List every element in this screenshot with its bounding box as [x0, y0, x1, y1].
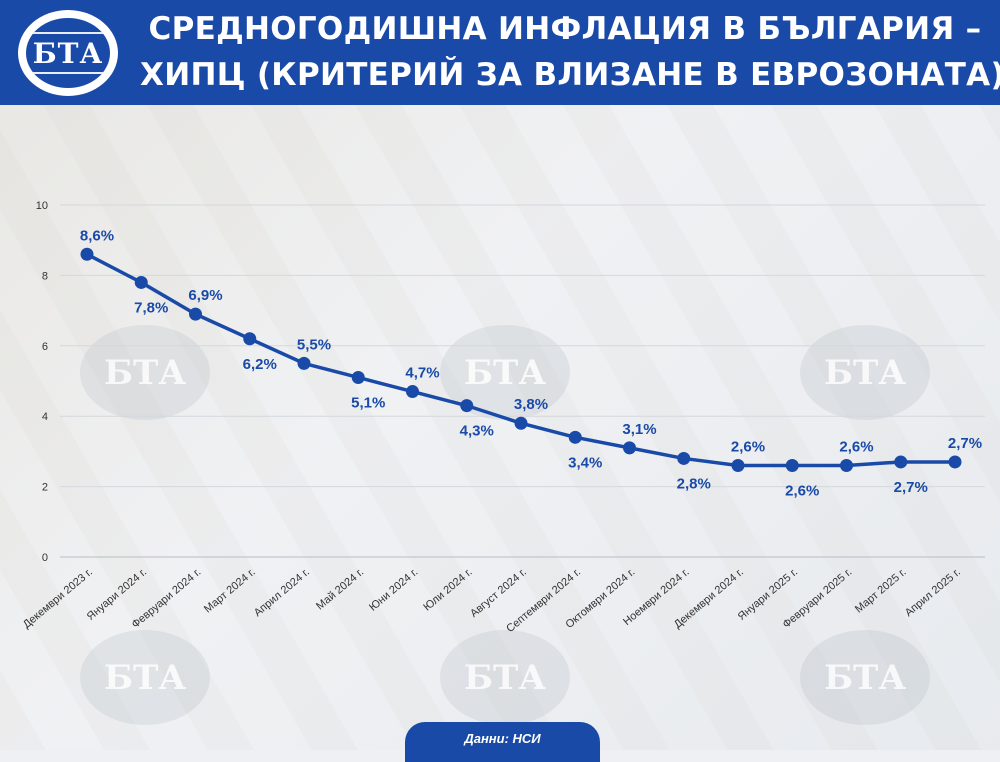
data-point	[948, 455, 962, 469]
watermark-logo: БТА	[440, 630, 570, 725]
y-tick-label: 0	[42, 552, 48, 564]
source-label: Данни: НСИ	[405, 722, 600, 762]
title-line-2: ХИПЦ (КРИТЕРИЙ ЗА ВЛИЗАНЕ В ЕВРОЗОНАТА)	[140, 57, 1000, 93]
data-label: 2,8%	[677, 475, 711, 492]
data-label: 7,8%	[134, 299, 168, 316]
data-label: 2,6%	[785, 482, 819, 499]
y-tick-label: 10	[36, 200, 48, 212]
title-line-1: СРЕДНОГОДИШНА ИНФЛАЦИЯ В БЪЛГАРИЯ –	[148, 11, 982, 47]
x-tick-label: Юни 2024 г.	[367, 566, 420, 614]
watermark-logo: БТА	[80, 630, 210, 725]
background	[0, 105, 1000, 750]
data-point	[568, 430, 582, 444]
data-label: 5,5%	[297, 336, 331, 353]
watermark-logo: БТА	[800, 630, 930, 725]
x-tick-label: Март 2024 г.	[202, 566, 258, 615]
page-title: СРЕДНОГОДИШНА ИНФЛАЦИЯ В БЪЛГАРИЯ – ХИПЦ…	[140, 6, 1000, 98]
data-label: 8,6%	[80, 227, 114, 244]
data-label: 2,6%	[731, 438, 765, 455]
y-tick-label: 8	[42, 270, 48, 282]
x-tick-label: Април 2025 г.	[903, 566, 963, 619]
data-label: 3,1%	[622, 421, 656, 438]
data-label: 6,2%	[243, 356, 277, 373]
data-point	[623, 441, 636, 455]
data-label: 2,7%	[894, 479, 928, 496]
header-banner: БТА СРЕДНОГОДИШНА ИНФЛАЦИЯ В БЪЛГАРИЯ – …	[0, 0, 1000, 105]
data-point	[351, 370, 365, 384]
data-point	[406, 385, 419, 399]
x-tick-label: Юли 2024 г.	[421, 566, 474, 613]
logo-text: БТА	[32, 36, 104, 70]
x-tick-label: Март 2025 г.	[853, 566, 909, 615]
data-label: 6,9%	[188, 287, 222, 304]
data-point	[80, 247, 94, 261]
watermark-logo: БТА	[80, 325, 210, 420]
data-label: 3,4%	[568, 454, 602, 471]
data-point	[840, 458, 853, 472]
data-label: 3,8%	[514, 396, 548, 413]
series-line	[85, 252, 957, 468]
y-tick-label: 4	[42, 411, 48, 423]
data-label: 5,1%	[351, 394, 385, 411]
data-point	[514, 416, 528, 430]
x-tick-label: Май 2024 г.	[314, 566, 366, 612]
data-point	[297, 356, 311, 370]
data-point	[134, 275, 148, 289]
x-tick-label: Декември 2023 г.	[21, 566, 95, 631]
data-point	[894, 455, 908, 469]
data-point	[785, 458, 799, 472]
watermark-logo: БТА	[800, 325, 930, 420]
data-label: 4,7%	[405, 365, 439, 382]
data-point	[731, 458, 745, 472]
data-label: 2,7%	[948, 435, 982, 452]
y-tick-label: 2	[42, 482, 48, 494]
data-label: 2,6%	[839, 438, 873, 455]
data-point	[243, 332, 257, 346]
data-label: 4,3%	[460, 423, 494, 440]
y-tick-label: 6	[42, 341, 48, 353]
x-tick-label: Април 2024 г.	[252, 566, 312, 619]
data-point	[189, 307, 202, 321]
bta-logo: БТА	[18, 10, 118, 96]
data-point	[677, 451, 691, 465]
data-point	[460, 399, 474, 413]
